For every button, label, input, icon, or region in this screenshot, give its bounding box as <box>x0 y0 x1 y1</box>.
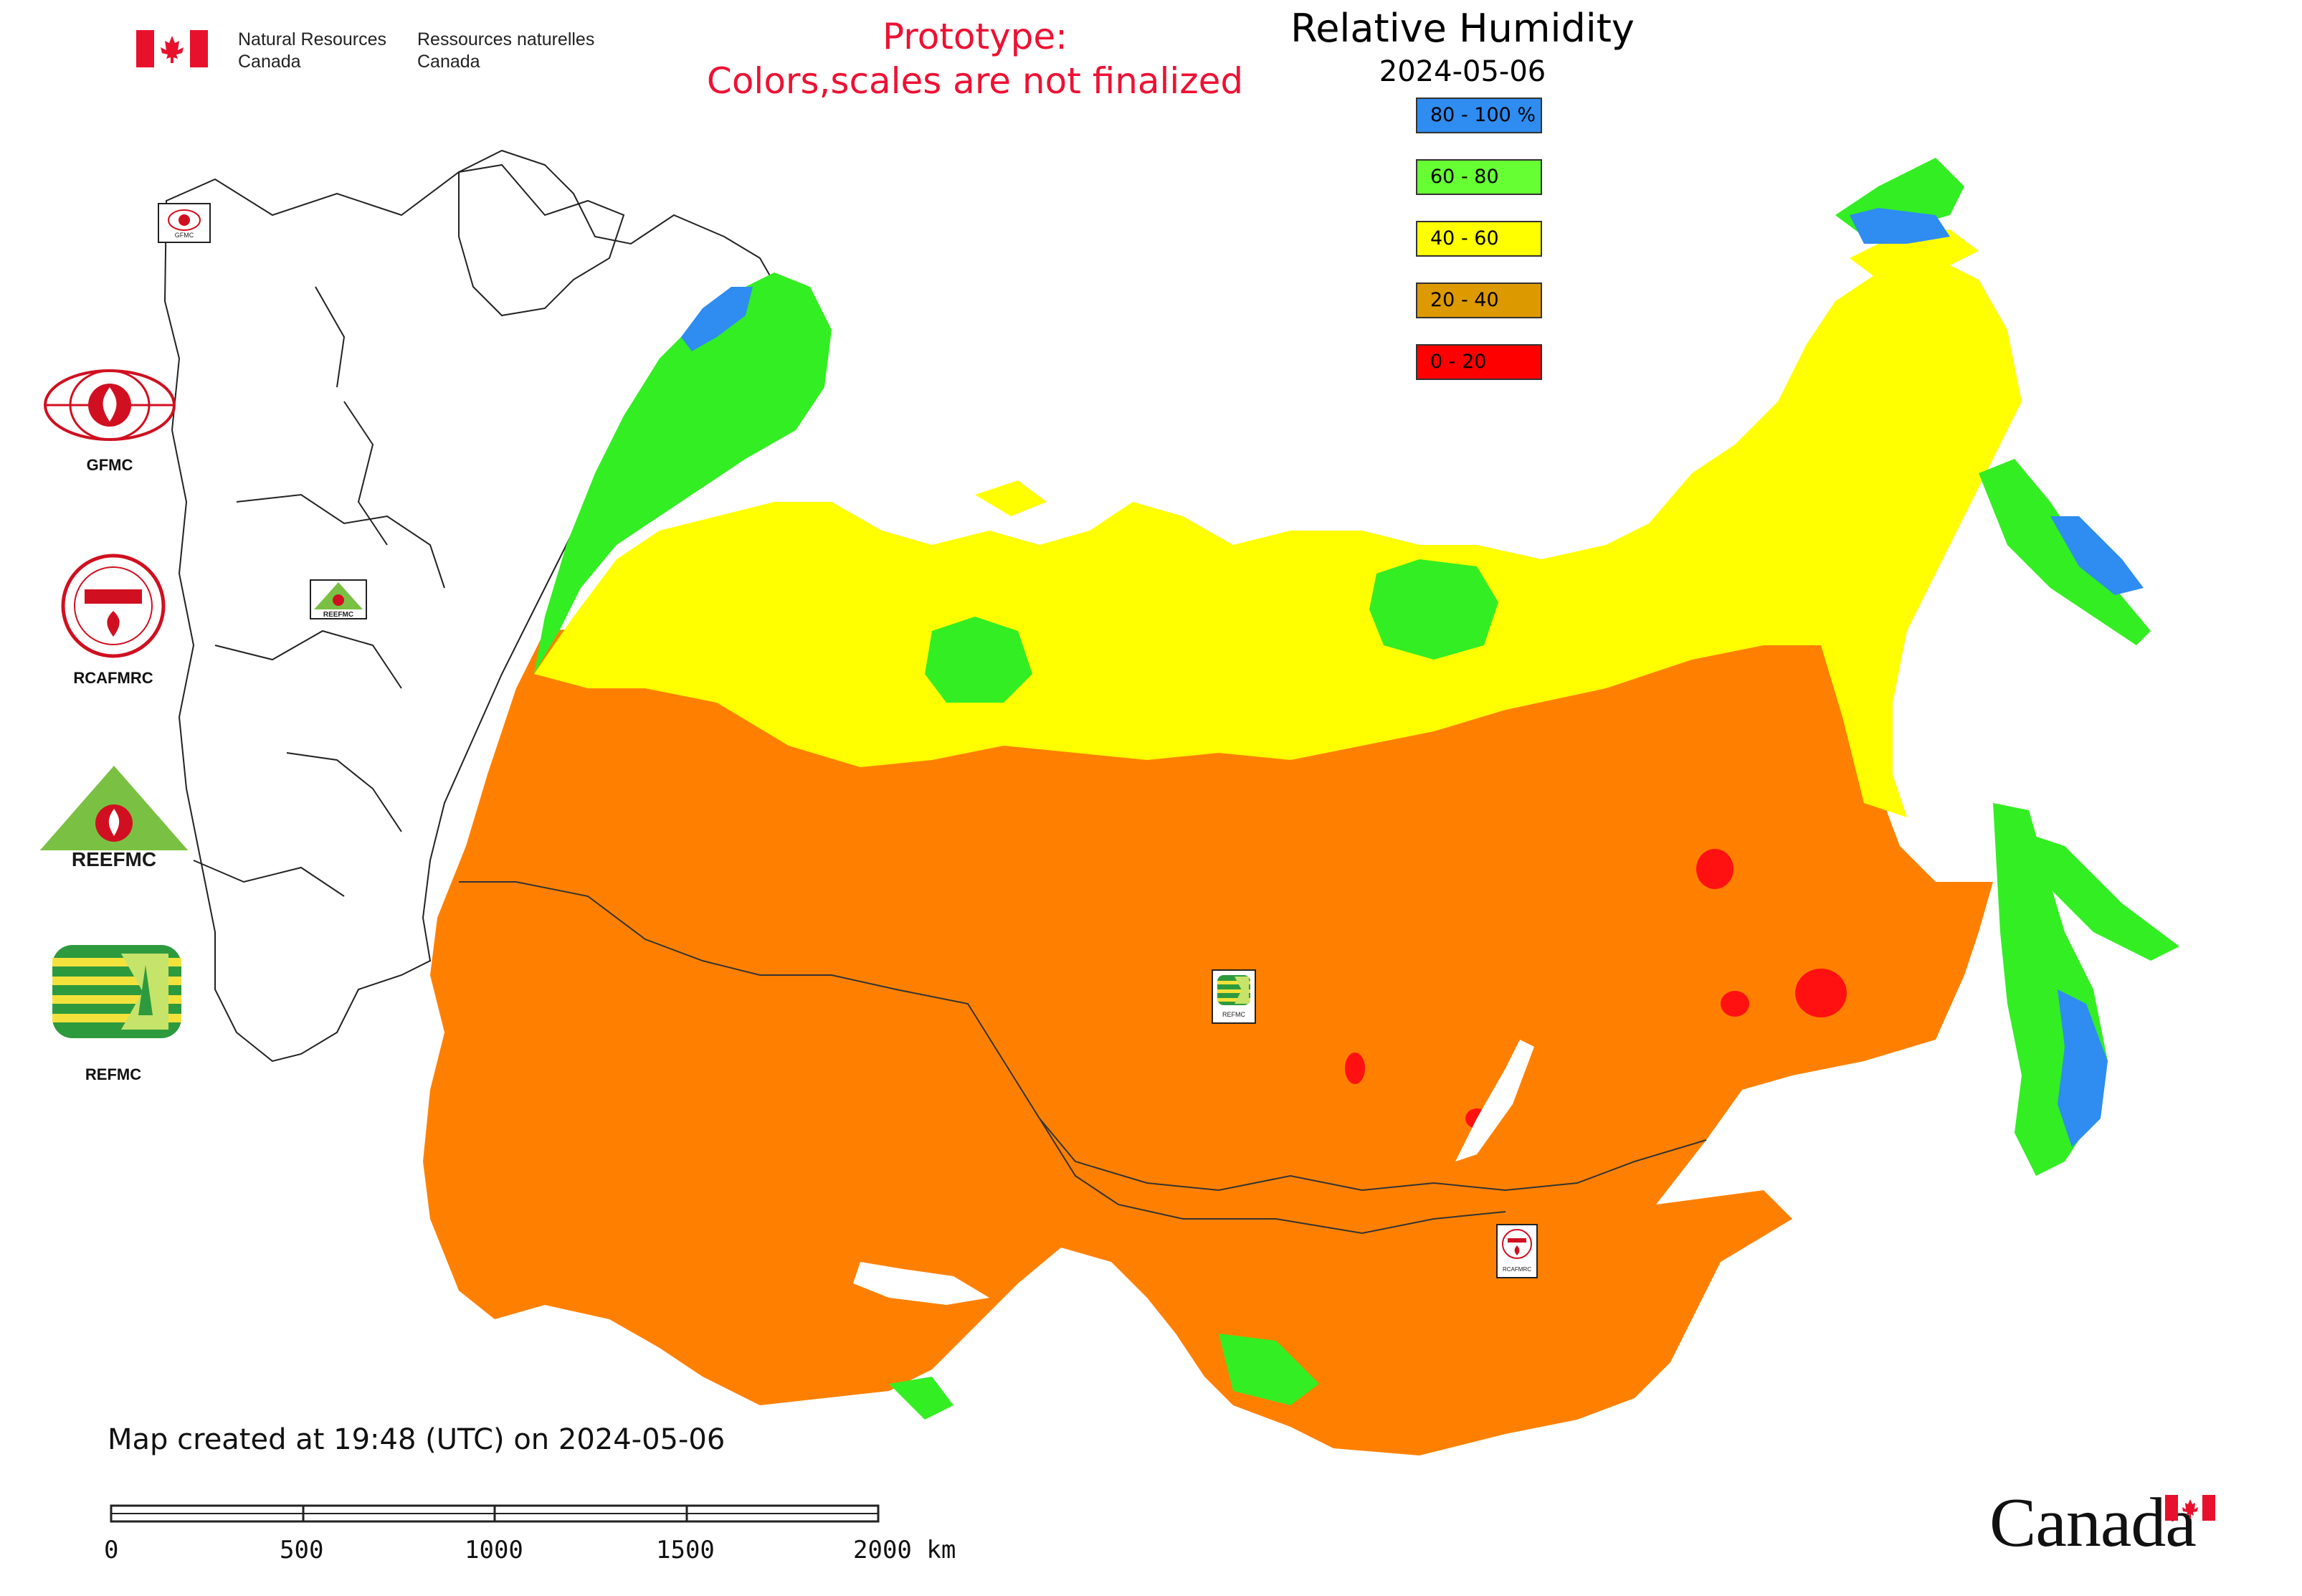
agency-reefmc: REEFMC <box>37 766 195 873</box>
gfmc-marker-icon: GFMC <box>168 209 201 239</box>
rcafmrc-logo-icon <box>61 554 166 658</box>
prototype-notice-line2: Colors,scales are not finalized <box>706 60 1244 102</box>
canada-wordmark: Canada <box>1989 1484 2197 1562</box>
map-created-text: Map created at 19:48 (UTC) on 2024-05-06 <box>108 1423 726 1456</box>
gfmc-logo-icon <box>44 369 176 441</box>
reefmc-logo-icon: REEFMC <box>37 766 191 870</box>
legend-date: 2024-05-06 <box>1379 55 1546 88</box>
scale-bar <box>110 1504 880 1523</box>
canada-wordmark-flag-icon <box>2165 1495 2215 1521</box>
refmc-marker-icon: REFMC <box>1217 975 1250 1018</box>
svg-text:REFMC: REFMC <box>1222 1011 1245 1018</box>
svg-text:REEFMC: REEFMC <box>72 848 156 870</box>
dry-region <box>423 559 1993 1455</box>
agency-rcafmrc: RCAFMRC <box>42 552 185 687</box>
svg-text:GFMC: GFMC <box>175 232 194 239</box>
scale-label-1000: 1000 <box>465 1536 523 1564</box>
reefmc-marker[interactable]: REEFMC <box>310 579 367 619</box>
legend-title: Relative Humidity <box>1290 6 1635 51</box>
scale-label-2000: 2000 km <box>853 1536 956 1564</box>
scale-label-1500: 1500 <box>656 1536 715 1564</box>
agency-refmc: REFMC <box>42 945 185 1088</box>
lakes <box>853 1040 1534 1305</box>
refmc-marker[interactable]: REFMC <box>1212 969 1256 1024</box>
svg-text:RCAFMRC: RCAFMRC <box>1503 1266 1531 1273</box>
agency-label-refmc: REFMC <box>85 1065 142 1083</box>
legend-item: 60 - 80 <box>1416 159 1542 195</box>
reefmc-marker-icon: REEFMC <box>314 582 363 619</box>
canada-flag-icon <box>136 30 208 67</box>
legend-item: 40 - 60 <box>1416 221 1542 257</box>
rcafmrc-marker-icon: RCAFMRC <box>1502 1229 1532 1273</box>
nrcan-fr-line1: Ressources naturelles <box>417 29 595 49</box>
borders <box>459 881 1707 1235</box>
nrcan-fr-line2: Canada <box>417 52 480 72</box>
nrcan-header: Natural Resources Canada Ressources natu… <box>136 27 602 77</box>
nrcan-en-line1: Natural Resources <box>238 29 387 49</box>
svg-text:REEFMC: REEFMC <box>323 611 353 618</box>
humid-region <box>534 158 2179 1420</box>
legend-item: 0 - 20 <box>1416 344 1542 380</box>
agency-label-gfmc: GFMC <box>86 456 133 474</box>
rcafmrc-marker[interactable]: RCAFMRC <box>1496 1224 1538 1278</box>
gfmc-marker[interactable]: GFMC <box>158 203 211 243</box>
agency-gfmc: GFMC <box>42 366 185 480</box>
nrcan-en-line2: Canada <box>238 52 301 72</box>
legend-item: 80 - 100 % <box>1416 98 1542 133</box>
agency-label-rcafmrc: RCAFMRC <box>73 669 153 687</box>
western-outline <box>163 149 804 1063</box>
prototype-notice-line1: Prototype: <box>882 16 1068 57</box>
refmc-logo-icon <box>52 945 181 1038</box>
scale-label-0: 0 <box>104 1536 119 1564</box>
scale-label-500: 500 <box>280 1536 324 1564</box>
very-humid-region <box>681 208 2144 1147</box>
prototype-notice: Prototype: Colors,scales are not finaliz… <box>631 14 1319 103</box>
legend-item: 20 - 40 <box>1416 282 1542 318</box>
